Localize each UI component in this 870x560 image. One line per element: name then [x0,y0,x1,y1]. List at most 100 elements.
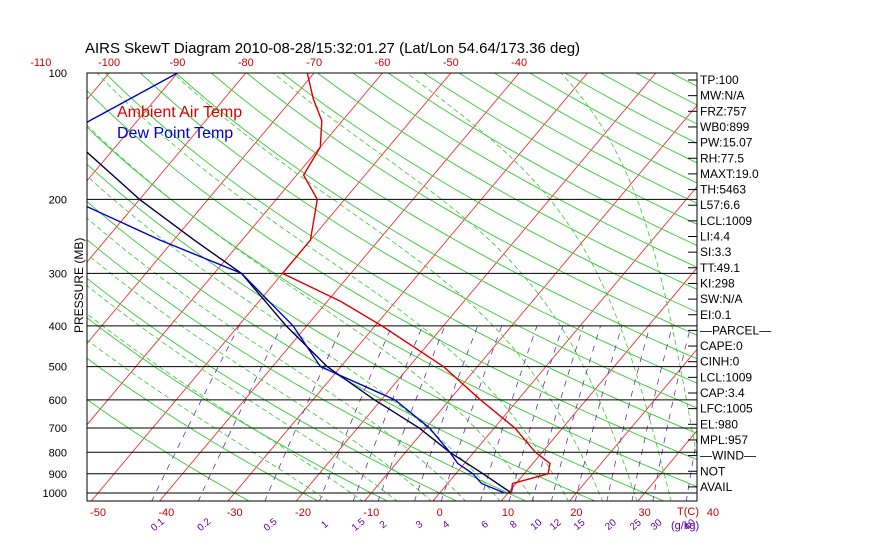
top-temp-tick-label: -40 [511,57,527,69]
mixing-ratio-line [352,325,423,501]
sidebar-index-label: EL:980 [700,417,738,431]
bottom-temp-tick-label: 0 [437,507,443,519]
moist-adiabat-line [87,339,330,501]
top-temp-tick-label: -50 [443,57,459,69]
sidebar-index-label: EI:0.1 [700,308,732,322]
y-axis-label: PRESSURE (MB) [72,238,86,333]
bottom-temp-tick-label: -30 [227,507,243,519]
isotherm-line [295,73,657,501]
sidebar-index-label: MW:N/A [700,89,744,103]
pressure-tick-label: 500 [49,362,67,374]
moist-adiabat-line [87,175,501,501]
sidebar-index-label: —PARCEL— [700,323,771,337]
dry-adiabat-line [175,73,697,384]
top-temperature-tick-labels: -120-110-100-90-80-70-60-50-40 [30,57,527,69]
mixing-ratio-line [551,325,601,501]
mixing-ratio-line [606,325,651,501]
sidebar-index-label: CAP:3.4 [700,386,745,400]
ambient-air-temp-line [281,73,551,494]
moist-adiabat-line [87,285,398,501]
mixing-ratio-label: 1 [319,519,331,531]
isotherm-line [227,73,589,501]
pressure-tick-label: 300 [49,268,67,280]
sidebar-index-label: SI:3.3 [700,245,732,259]
profile-series [87,73,551,494]
isotherm-line [364,104,697,501]
moist-adiabat-line [172,73,604,501]
sidebar-index-label: PW:15.07 [700,136,753,150]
sidebar-index-label: CAPE:0 [700,339,743,353]
pressure-tick-label: 1000 [43,488,67,500]
legend-dew-point-temp: Dew Point Temp [117,125,233,142]
mixing-ratio-line [631,325,673,501]
dry-adiabat-line [87,239,527,501]
bottom-temp-tick-label: -20 [295,507,311,519]
moist-adiabat-line [87,124,535,501]
sidebar-index-label: MAXT:19.0 [700,167,759,181]
mixing-ratio-line [377,325,446,501]
bottom-temp-tick-label: -50 [90,507,106,519]
mixing-ratio-label: 8 [508,519,520,531]
bottom-temp-tick-label: 10 [502,507,514,519]
top-temp-tick-label: -90 [170,57,186,69]
dry-adiabat-line [87,163,666,501]
isotherm-line [87,73,384,426]
dry-adiabat-line [139,73,697,409]
pressure-tick-label: 600 [49,395,67,407]
dry-adiabat-line [210,73,697,360]
pressure-tick-label: 900 [49,469,67,481]
mixing-ratio-line [319,325,393,501]
legend-ambient-air-temp: Ambient Air Temp [117,104,242,121]
pressure-tick-label: 700 [49,423,67,435]
dew-point-temp-line [87,73,505,494]
dry-adiabat-line [281,73,697,313]
moist-adiabat-line [87,253,432,501]
isotherm-line [569,348,697,501]
dry-adiabat-line [87,357,320,501]
top-temp-tick-label: -60 [375,57,391,69]
moist-adiabat-line [96,73,569,501]
dry-adiabat-line [87,90,697,461]
isotherm-line [87,73,315,345]
sidebar-index-label: LI:4.4 [700,230,730,244]
sidebar-index-label: WB0:899 [700,120,750,134]
sidebar-index-label: LFC:1005 [700,402,753,416]
sidebar-index-label: AVAIL [700,480,733,494]
pressure-tick-label: 200 [49,194,67,206]
mixing-ratio-line [197,325,283,501]
mixing-ratio-lines [151,325,697,501]
sidebar-index-label: SW:N/A [700,292,742,306]
pressure-gridlines [87,72,697,494]
mixing-ratio-label: 4 [441,519,453,531]
sidebar-index-label: LCL:1009 [700,370,752,384]
pressure-tick-label: 400 [49,321,67,333]
mixing-ratio-line [531,325,584,501]
isotherm-line [500,267,697,501]
dry-adiabat-line [316,73,697,290]
bottom-temp-tick-label: 30 [639,507,651,519]
sidebar-index-label: CINH:0 [700,355,740,369]
mixing-ratio-label: 6 [480,519,492,531]
moist-adiabat-line [406,73,672,501]
dry-adiabat-line [87,200,597,501]
bottom-temp-tick-label: 20 [570,507,582,519]
bottom-axis-unit: T(C) [677,506,699,518]
top-temp-tick-label: -110 [30,57,51,69]
mixing-ratio-unit: (g/kg) [671,520,699,532]
bottom-temperature-tick-labels: -50 -40 -30 -20 -10 0 10 20 30 40 [90,507,719,519]
dry-adiabat-line [245,73,697,336]
plot-frame [86,72,698,502]
isotherm-line [159,73,520,501]
dry-adiabat-line [352,73,697,268]
isotherm-line [432,185,697,501]
moist-adiabat-line [87,313,364,501]
sidebar-index-label: TT:49.1 [700,261,740,275]
dry-adiabat-line [87,399,250,501]
moist-adiabat-lines [87,73,697,501]
sidebar-index-label: —WIND— [700,449,756,463]
sidebar-index-label: LCL:1009 [700,214,752,228]
dry-adiabat-line [87,317,389,501]
